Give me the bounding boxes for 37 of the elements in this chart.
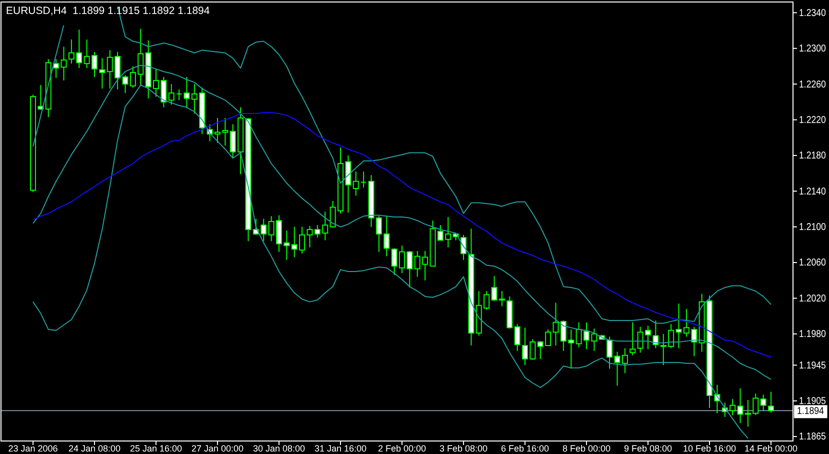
y-tick-label: 1.1905 <box>799 396 829 408</box>
y-tick-label: 1.2340 <box>799 8 829 19</box>
y-tick-label: 1.1945 <box>799 360 829 372</box>
candlestick <box>360 171 367 188</box>
x-tick-label: 31 Jan 16:00 <box>314 443 367 454</box>
line-series <box>32 112 772 358</box>
candlestick <box>60 46 67 82</box>
candlestick <box>352 171 359 196</box>
x-tick-label: 14 Feb 00:00 <box>744 443 798 454</box>
y-tick-label: 1.2260 <box>799 79 829 90</box>
x-tick-label: 3 Feb 08:00 <box>439 443 488 454</box>
x-tick-label: 30 Jan 08:00 <box>252 443 306 454</box>
candlestick <box>460 234 466 260</box>
y-tick-label: 1.1980 <box>799 329 829 340</box>
x-tick-label: 9 Feb 08:00 <box>624 443 672 454</box>
x-tick-label: 25 Jan 16:00 <box>130 443 182 454</box>
candlestick <box>176 88 182 101</box>
y-tick-label: 1.2300 <box>799 44 829 55</box>
x-tick-label: 23 Jan 2006 <box>8 443 58 454</box>
candlestick <box>514 324 520 352</box>
ref-line-label: 1.1894 <box>797 406 828 418</box>
x-tick-label: 2 Feb 00:00 <box>378 443 426 454</box>
candlestick <box>99 58 106 90</box>
y-tick-label: 1.2220 <box>799 114 829 126</box>
y-tick-label: 1.2060 <box>799 258 829 269</box>
y-tick-label: 1.2020 <box>799 293 829 304</box>
y-tick-label: 1.2180 <box>799 150 829 162</box>
x-tick-label: 24 Jan 08:00 <box>68 443 121 454</box>
y-tick-label: 1.2100 <box>799 222 829 234</box>
candlestick <box>630 322 636 356</box>
y-tick-label: 1.1865 <box>799 432 829 443</box>
candlestick <box>168 84 174 106</box>
x-tick-label: 10 Feb 16:00 <box>682 443 736 454</box>
y-tick-label: 1.2140 <box>799 186 829 198</box>
x-tick-label: 6 Feb 16:00 <box>500 443 550 454</box>
x-tick-label: 27 Jan 00:00 <box>191 443 244 454</box>
x-tick-label: 8 Feb 00:00 <box>562 443 611 454</box>
